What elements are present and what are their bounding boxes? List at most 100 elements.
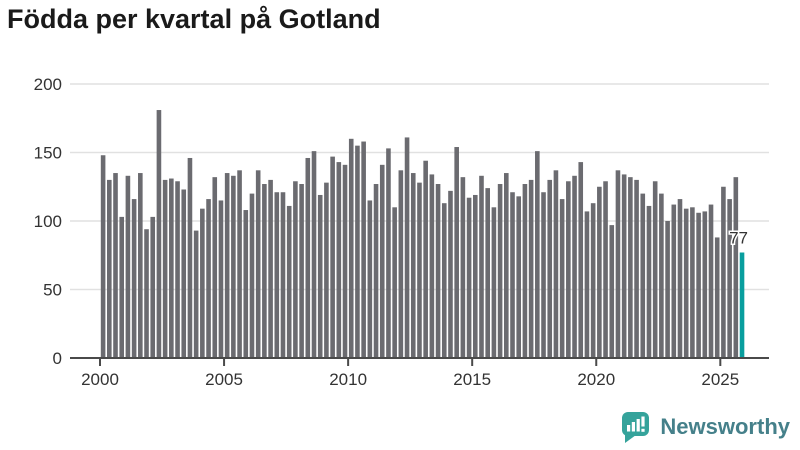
bar — [125, 175, 131, 358]
bar — [299, 184, 304, 358]
x-tick-label: 2025 — [701, 370, 739, 389]
x-tick-label: 2015 — [453, 370, 491, 389]
bar — [696, 212, 701, 358]
bar — [392, 207, 397, 358]
bar — [615, 170, 621, 358]
bar — [398, 170, 404, 358]
bar — [497, 184, 503, 358]
bar — [162, 179, 168, 358]
bar — [249, 193, 255, 358]
bar — [714, 237, 720, 358]
bar — [131, 199, 137, 358]
bar — [200, 208, 205, 358]
bar — [119, 216, 125, 358]
bar — [460, 177, 466, 358]
x-tick-label: 2005 — [205, 370, 243, 389]
bar — [597, 186, 602, 358]
bar — [268, 179, 273, 358]
bar — [566, 181, 571, 358]
bar — [472, 194, 478, 358]
bar — [237, 170, 242, 358]
bar — [187, 157, 193, 358]
bar — [547, 179, 553, 358]
bar — [404, 137, 410, 358]
highlight-value-label: 77 — [729, 229, 748, 248]
bar — [479, 175, 484, 358]
highlighted-bar — [739, 252, 745, 358]
y-tick-label: 150 — [34, 144, 62, 163]
bar — [510, 192, 515, 358]
bar — [535, 151, 540, 358]
bar — [138, 173, 143, 358]
bar — [504, 173, 509, 358]
bar — [317, 194, 323, 358]
bar — [330, 156, 335, 358]
bar — [379, 164, 385, 358]
x-tick-label: 2000 — [81, 370, 119, 389]
bar — [144, 229, 149, 358]
bar — [181, 189, 187, 358]
bar — [671, 204, 677, 358]
bar — [646, 205, 652, 358]
bar — [721, 186, 726, 358]
bar — [553, 170, 559, 358]
bar — [423, 160, 428, 358]
bar — [113, 173, 118, 358]
bar — [274, 192, 280, 358]
bar — [336, 162, 342, 358]
bar — [193, 230, 199, 358]
bar — [262, 184, 267, 358]
bar — [355, 145, 360, 358]
bar — [293, 181, 298, 358]
bar — [603, 181, 608, 358]
bar — [733, 177, 739, 358]
bar — [584, 211, 590, 358]
bar — [441, 203, 447, 358]
bar — [231, 175, 236, 358]
bar — [541, 192, 546, 358]
bar — [491, 207, 497, 358]
bar — [324, 182, 329, 358]
bar — [466, 197, 472, 358]
y-tick-label: 50 — [43, 281, 62, 300]
bar — [156, 110, 162, 358]
newsworthy-logo: Newsworthy — [619, 410, 790, 444]
bar — [212, 177, 218, 358]
bar-chart-speech-bubble-icon — [622, 412, 650, 443]
bar — [218, 200, 224, 358]
bar — [609, 225, 615, 358]
bar — [348, 138, 354, 358]
bar — [621, 174, 627, 358]
y-tick-label: 100 — [34, 212, 62, 231]
bar — [175, 181, 180, 358]
bar — [410, 173, 416, 358]
bar — [572, 175, 577, 358]
bar — [448, 190, 453, 358]
bar — [690, 207, 695, 358]
bar — [169, 178, 174, 358]
bar — [280, 192, 286, 358]
bar — [224, 173, 230, 358]
bar — [590, 203, 596, 358]
y-tick-label: 0 — [53, 349, 62, 368]
bar — [640, 193, 646, 358]
bar — [578, 162, 584, 358]
bar — [727, 199, 732, 358]
x-tick-label: 2020 — [577, 370, 615, 389]
bar — [435, 184, 441, 358]
bar — [665, 221, 670, 358]
bar — [429, 174, 435, 358]
bar — [628, 177, 633, 358]
bar — [367, 200, 373, 358]
bar — [373, 184, 379, 358]
bar — [652, 181, 658, 358]
y-tick-label: 200 — [34, 75, 62, 94]
bar — [528, 179, 534, 358]
bar — [107, 179, 112, 358]
chart-title: Födda per kvartal på Gotland — [7, 4, 381, 34]
bar — [361, 141, 366, 358]
bar — [100, 155, 106, 358]
bar — [454, 147, 459, 358]
